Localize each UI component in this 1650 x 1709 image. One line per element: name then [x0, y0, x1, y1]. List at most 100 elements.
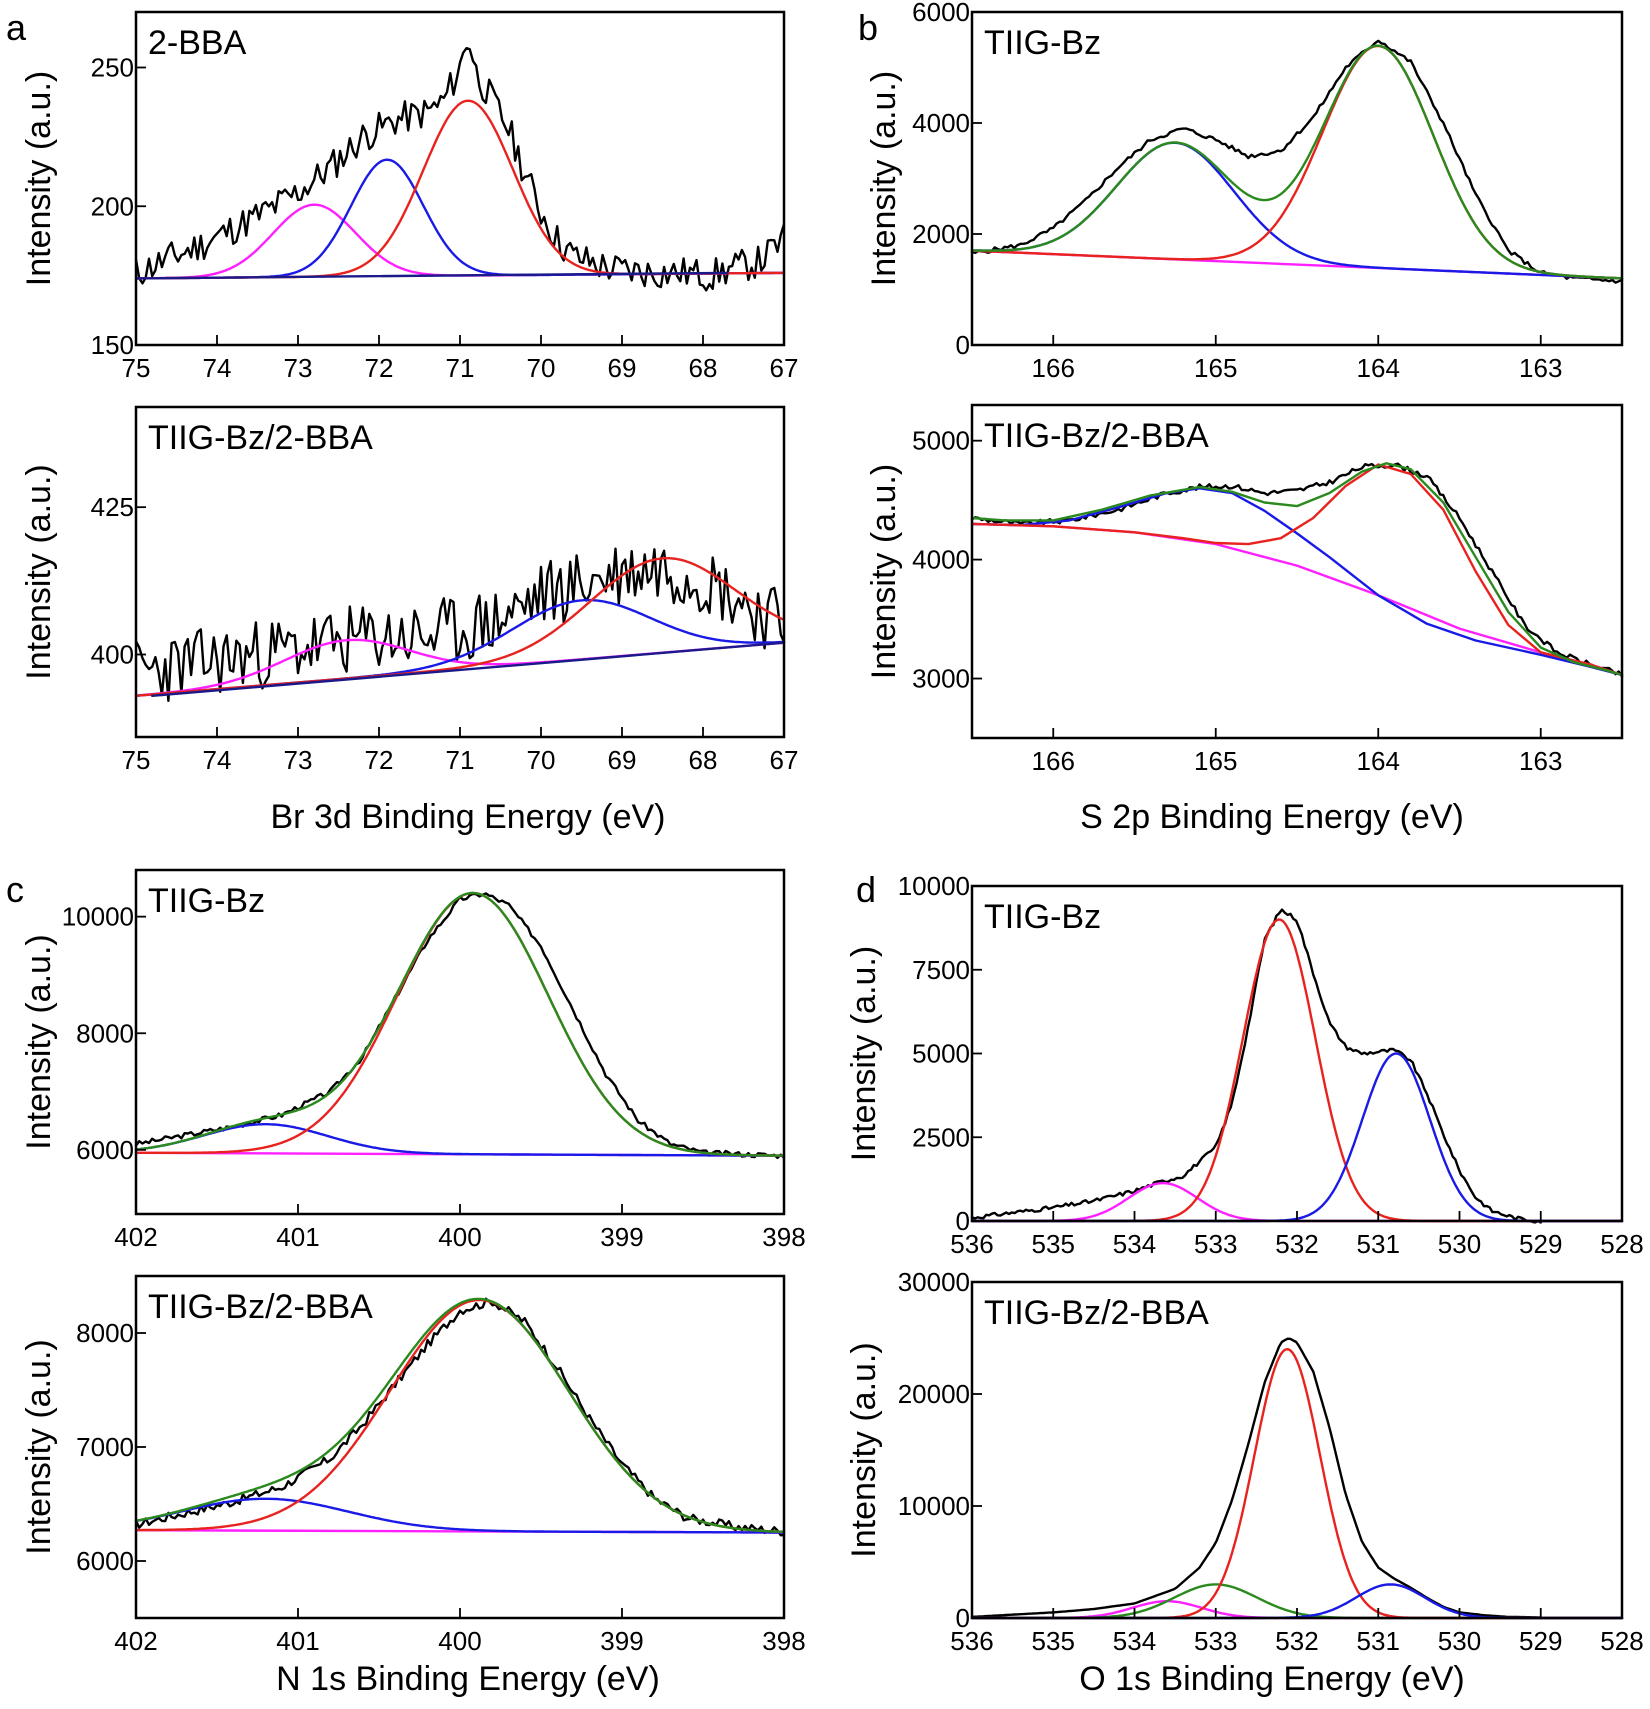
series-group [970, 462, 1624, 678]
y-tick-label: 6000 [76, 1546, 134, 1576]
y-tick-label: 4000 [912, 108, 970, 138]
sample-label: TIIG-Bz [984, 898, 1101, 936]
sample-label: TIIG-Bz [148, 882, 265, 920]
x-tick-label: 398 [762, 1626, 805, 1656]
x-tick-label: 536 [950, 1229, 993, 1259]
x-tick-label: 72 [365, 745, 394, 775]
x-tick-label: 74 [203, 353, 232, 383]
series-line-component-2 [134, 158, 786, 280]
plot-frame [134, 1274, 786, 1620]
x-tick-label: 398 [762, 1222, 805, 1252]
series-group [970, 39, 1624, 284]
x-tick-label: 530 [1438, 1229, 1481, 1259]
plot-o1s-tiigbz-2bba: 536 535 534 533 532 531 530 529 528 0 10000 20000 30… [845, 1267, 1644, 1698]
x-tick-label: 69 [608, 353, 637, 383]
series-line-raw-0 [134, 547, 786, 702]
x-tick-label: 166 [1032, 353, 1075, 383]
x-tick-label: 75 [122, 353, 151, 383]
plot-frame [970, 884, 1624, 1223]
series-line-component-3 [134, 99, 786, 280]
plot-n1s-tiigbz-2bba: 402 401 400 399 398 6000 7000 8000 TIIG-Bz/2-BBA… [20, 1274, 806, 1698]
y-axis-label: Intensity (a.u.) [20, 1339, 58, 1554]
x-tick-label: 531 [1357, 1626, 1400, 1656]
y-tick-label: 8000 [76, 1018, 134, 1048]
plot-o1s-tiigbz: 536 535 534 533 532 531 530 529 528 0 2500 5000 7500… [845, 871, 1644, 1259]
series-line-raw-0 [134, 47, 786, 292]
sample-label: 2-BBA [148, 24, 247, 62]
sample-label: TIIG-Bz/2-BBA [148, 419, 373, 457]
x-tick-label: 399 [600, 1222, 643, 1252]
y-tick-label: 400 [91, 640, 134, 670]
series-line-component-2 [134, 1497, 786, 1534]
x-tick-label: 401 [276, 1222, 319, 1252]
x-tick-label: 401 [276, 1626, 319, 1656]
series-line-component-3 [970, 463, 1624, 677]
series-line-component-2 [970, 141, 1624, 280]
series-line-envelope-4 [134, 891, 786, 1157]
x-tick-label: 70 [527, 745, 556, 775]
x-tick-label: 73 [284, 745, 313, 775]
series-line-raw-0 [970, 462, 1624, 678]
plot-frame [970, 403, 1624, 740]
series-line-raw-0 [970, 39, 1624, 284]
y-axis-label: Intensity (a.u.) [20, 71, 58, 286]
series-line-component-2 [134, 1123, 786, 1157]
x-tick-label: 400 [438, 1222, 481, 1252]
x-tick-label: 528 [1600, 1229, 1643, 1259]
series-line-component-2 [970, 487, 1624, 677]
y-tick-label: 2500 [912, 1122, 970, 1152]
x-tick-label: 70 [527, 353, 556, 383]
x-tick-label: 165 [1194, 746, 1237, 776]
series-group [134, 891, 786, 1160]
x-tick-label: 530 [1438, 1626, 1481, 1656]
sample-label: TIIG-Bz/2-BBA [148, 1288, 373, 1326]
plot-frame [134, 868, 786, 1216]
y-tick-label: 5000 [912, 1039, 970, 1069]
y-tick-label: 150 [91, 330, 134, 360]
x-tick-label: 74 [203, 745, 232, 775]
series-line-envelope-4 [134, 1297, 786, 1533]
y-tick-label: 7000 [76, 1432, 134, 1462]
x-tick-label: 73 [284, 353, 313, 383]
series-line-envelope-4 [970, 462, 1624, 677]
y-tick-label: 4000 [912, 545, 970, 575]
panel-letter-d: d [856, 869, 876, 910]
y-tick-label: 200 [91, 191, 134, 221]
series-line-component-3 [970, 44, 1624, 280]
y-tick-label: 6000 [76, 1135, 134, 1165]
plot-s2p-tiigbz: 166 165 164 163 0 2000 4000 6000 TIIG-Bz Intensit… [865, 0, 1624, 383]
y-tick-label: 250 [91, 53, 134, 83]
x-axis-label: O 1s Binding Energy (eV) [1079, 1660, 1465, 1698]
y-axis-label: Intensity (a.u.) [865, 71, 903, 286]
series-line-component-3 [970, 1052, 1624, 1223]
x-tick-label: 164 [1357, 746, 1400, 776]
series-line-component-3 [970, 1348, 1624, 1620]
y-tick-label: 3000 [912, 664, 970, 694]
x-tick-label: 533 [1194, 1626, 1237, 1656]
x-tick-label: 533 [1194, 1229, 1237, 1259]
series-line-component-3 [134, 891, 786, 1157]
series-group [134, 47, 786, 292]
y-axis-label: Intensity (a.u.) [845, 946, 883, 1161]
y-axis-label: Intensity (a.u.) [865, 464, 903, 679]
y-tick-label: 0 [956, 1603, 970, 1633]
x-tick-label: 72 [365, 353, 394, 383]
y-axis-label: Intensity (a.u.) [20, 934, 58, 1149]
panel-letter-b: b [858, 7, 878, 48]
y-tick-label: 0 [956, 330, 970, 360]
y-tick-label: 10000 [898, 1491, 970, 1521]
plot-s2p-tiigbz-2bba: 166 165 164 163 3000 4000 5000 TIIG-Bz/2-BBA Int… [865, 403, 1624, 836]
x-tick-label: 402 [114, 1626, 157, 1656]
y-axis-label: Intensity (a.u.) [845, 1342, 883, 1557]
series-line-component-2 [970, 918, 1624, 1223]
series-line-baseline-4 [134, 271, 729, 280]
y-tick-label: 20000 [898, 1379, 970, 1409]
plot-frame [970, 1280, 1624, 1620]
sample-label: TIIG-Bz/2-BBA [984, 1294, 1209, 1332]
series-line-envelope-4 [970, 44, 1624, 280]
series-line-raw-0 [970, 1337, 1542, 1619]
y-tick-label: 2000 [912, 219, 970, 249]
x-tick-label: 534 [1113, 1626, 1156, 1656]
y-tick-label: 5000 [912, 426, 970, 456]
